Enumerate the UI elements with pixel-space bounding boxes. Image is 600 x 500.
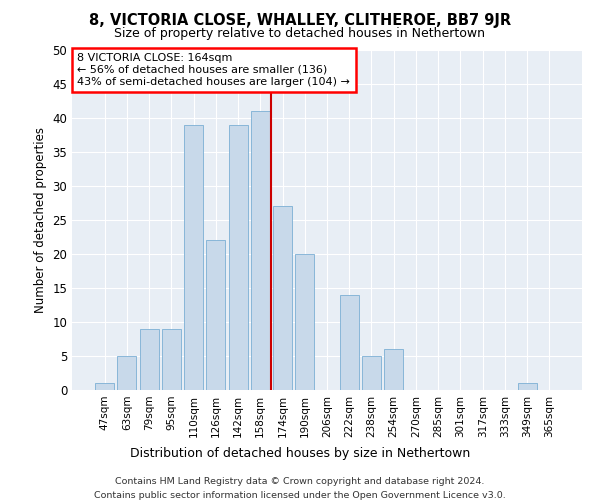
- Bar: [518, 383, 536, 390]
- Bar: [295, 254, 314, 390]
- Bar: [340, 295, 359, 390]
- Text: Contains public sector information licensed under the Open Government Licence v3: Contains public sector information licen…: [94, 491, 506, 500]
- Y-axis label: Number of detached properties: Number of detached properties: [34, 127, 47, 313]
- Text: Contains HM Land Registry data © Crown copyright and database right 2024.: Contains HM Land Registry data © Crown c…: [115, 478, 485, 486]
- Bar: [384, 349, 403, 390]
- Bar: [162, 329, 181, 390]
- Bar: [273, 206, 292, 390]
- Bar: [206, 240, 225, 390]
- Text: Distribution of detached houses by size in Nethertown: Distribution of detached houses by size …: [130, 448, 470, 460]
- Bar: [95, 383, 114, 390]
- Bar: [362, 356, 381, 390]
- Bar: [251, 111, 270, 390]
- Bar: [184, 125, 203, 390]
- Text: 8, VICTORIA CLOSE, WHALLEY, CLITHEROE, BB7 9JR: 8, VICTORIA CLOSE, WHALLEY, CLITHEROE, B…: [89, 12, 511, 28]
- Text: 8 VICTORIA CLOSE: 164sqm
← 56% of detached houses are smaller (136)
43% of semi-: 8 VICTORIA CLOSE: 164sqm ← 56% of detach…: [77, 54, 350, 86]
- Bar: [140, 329, 158, 390]
- Bar: [118, 356, 136, 390]
- Text: Size of property relative to detached houses in Nethertown: Size of property relative to detached ho…: [115, 28, 485, 40]
- Bar: [229, 125, 248, 390]
